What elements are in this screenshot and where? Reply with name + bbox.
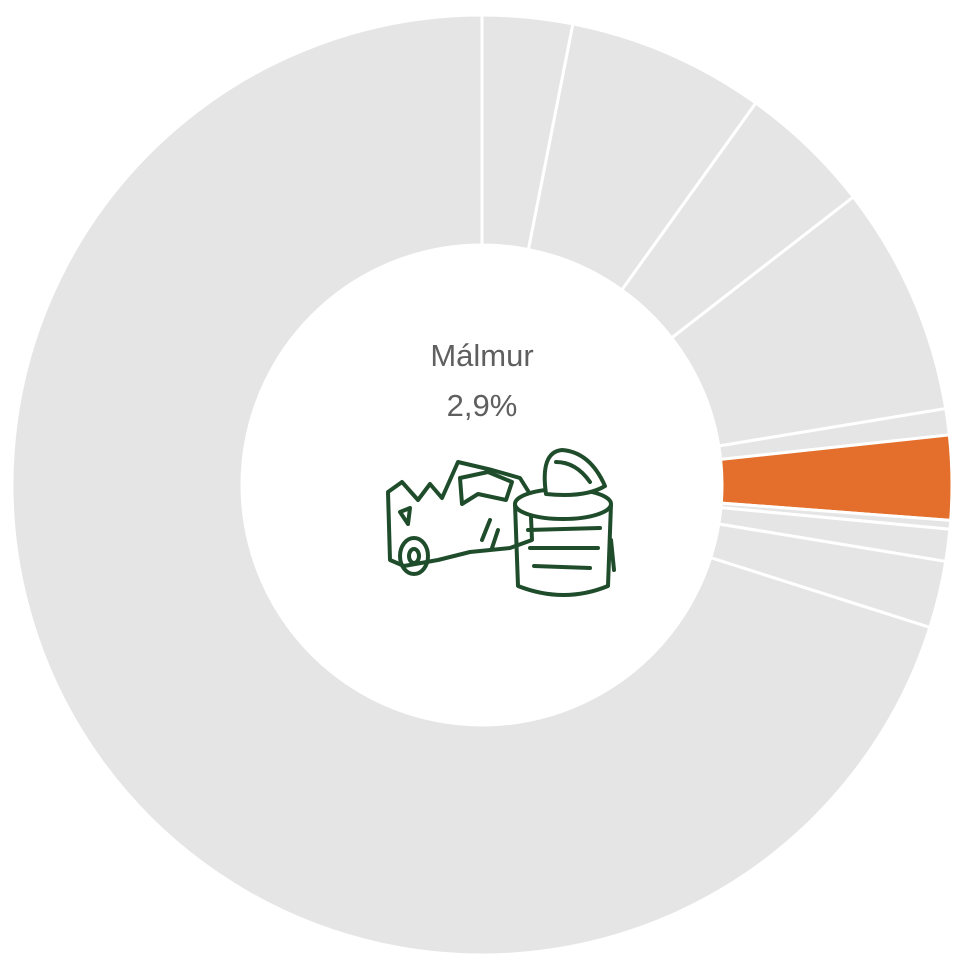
donut-slice xyxy=(10,13,932,956)
slices xyxy=(10,13,953,956)
metal-icon xyxy=(386,448,616,597)
center-value-label: 2,9% xyxy=(447,388,518,423)
center-labels: Málmur 2,9% xyxy=(430,338,533,423)
center-category-label: Málmur xyxy=(430,338,533,373)
